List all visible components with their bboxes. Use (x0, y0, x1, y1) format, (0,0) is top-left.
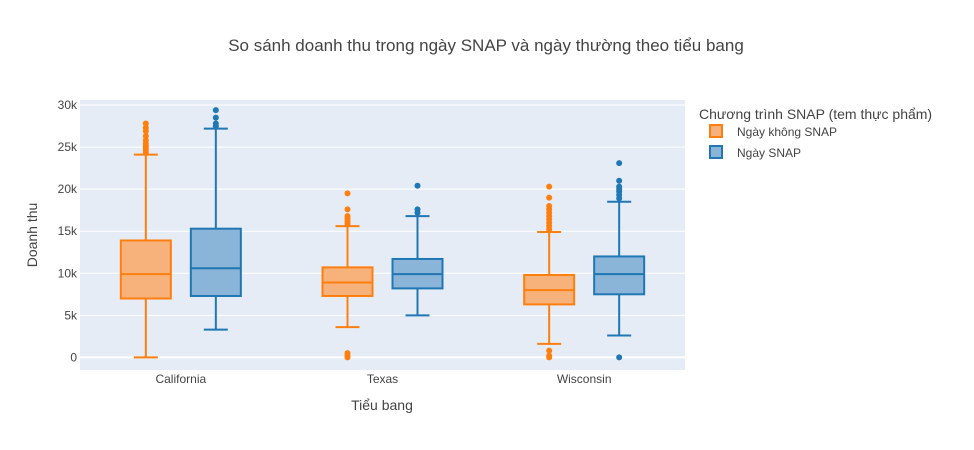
plot-area (80, 100, 685, 370)
outlier-point-1 (546, 352, 553, 359)
x-tick-label-2: Wisconsin (557, 372, 612, 386)
box-1-0 (189, 107, 242, 331)
outlier-point-2 (414, 182, 421, 189)
y-tick-label-2: 10k (58, 266, 78, 280)
outlier-point-1 (212, 120, 219, 127)
outlier-point-6 (616, 177, 623, 184)
y-tick-label-5: 25k (58, 140, 78, 154)
box-0-2 (523, 183, 576, 361)
y-tick-label-0: 0 (70, 350, 77, 364)
y-tick-label-3: 15k (58, 224, 78, 238)
box-1-1 (391, 182, 444, 317)
legend-item-0[interactable]: Ngày không SNAP (709, 124, 837, 139)
y-axis: 0 5k 10k 15k 20k 25k 30k (58, 98, 78, 364)
outlier-point-2 (546, 347, 553, 354)
legend-label-1: Ngày SNAP (737, 146, 801, 160)
y-tick-label-1: 5k (64, 308, 78, 322)
legend-item-1[interactable]: Ngày SNAP (709, 145, 801, 160)
outlier-point-5 (616, 183, 623, 190)
outlier-point-10 (546, 202, 553, 209)
outlier-point-3 (212, 107, 219, 114)
outlier-point-8 (344, 190, 351, 197)
y-axis-title: Doanh thu (24, 203, 40, 268)
x-tick-label-0: California (155, 372, 206, 386)
box-0-1 (321, 190, 374, 361)
outlier-point-2 (344, 350, 351, 357)
outlier-point-11 (546, 194, 553, 201)
boxes-layer (119, 107, 646, 361)
iqr-box (593, 255, 646, 296)
legend-swatch-0 (709, 124, 723, 138)
legend-label-0: Ngày không SNAP (737, 125, 837, 139)
outlier-point-6 (142, 133, 149, 140)
outlier-point-2 (212, 114, 219, 121)
x-axis-title: Tiểu bang (351, 397, 413, 413)
box-0-0 (119, 120, 172, 359)
legend: Chương trình SNAP (tem thực phẩm) Ngày k… (699, 106, 932, 160)
outlier-point-8 (142, 124, 149, 131)
outlier-point-5 (142, 137, 149, 144)
iqr-box (119, 239, 172, 300)
y-tick-label-4: 20k (58, 182, 78, 196)
outlier-point-7 (344, 206, 351, 213)
legend-title: Chương trình SNAP (tem thực phẩm) (699, 106, 932, 122)
x-axis: California Texas Wisconsin (155, 372, 611, 386)
box-1-2 (593, 160, 646, 361)
outlier-point-6 (344, 213, 351, 220)
iqr-box (189, 227, 242, 297)
grid (80, 104, 685, 359)
outlier-point-0 (616, 354, 623, 361)
legend-swatch-1 (709, 145, 723, 159)
y-tick-label-6: 30k (58, 98, 78, 112)
outlier-point-1 (414, 206, 421, 213)
chart-title: So sánh doanh thu trong ngày SNAP và ngà… (228, 36, 744, 55)
outlier-point-9 (142, 120, 149, 127)
outlier-point-7 (616, 160, 623, 167)
x-tick-label-1: Texas (367, 372, 398, 386)
outlier-point-12 (546, 183, 553, 190)
